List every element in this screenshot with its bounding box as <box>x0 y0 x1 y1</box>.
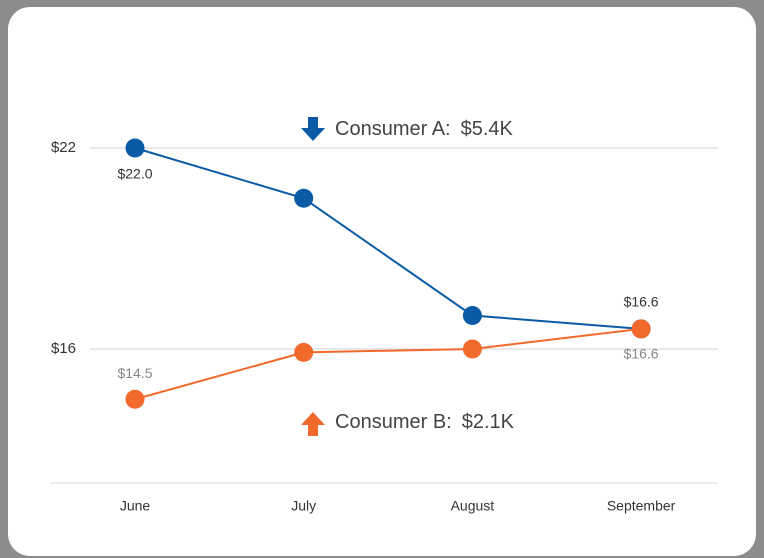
y-tick-label: $22 <box>51 139 76 156</box>
annotation-value: $2.1K <box>462 411 515 433</box>
arrow-icon <box>301 412 325 436</box>
annotation-label: Consumer A: <box>335 118 451 140</box>
point <box>125 138 145 158</box>
x-tick-label: September <box>607 498 676 514</box>
y-tick-label: $16 <box>51 340 76 357</box>
data-label: $16.6 <box>624 294 659 310</box>
data-label: $14.5 <box>117 365 152 381</box>
data-label: $22.0 <box>117 166 152 182</box>
data-label: $16.6 <box>624 346 659 362</box>
x-tick-label: July <box>291 498 316 514</box>
point <box>294 188 314 208</box>
point <box>631 319 651 339</box>
annotation-value: $5.4K <box>461 118 514 140</box>
point <box>462 306 482 325</box>
point <box>294 342 314 362</box>
point <box>462 339 482 359</box>
annotation-label: Consumer B: <box>335 411 452 433</box>
annotation: Consumer B: $2.1K <box>335 411 515 433</box>
x-tick-label: August <box>451 498 495 514</box>
line <box>134 147 642 330</box>
annotation: Consumer A: $5.4K <box>335 118 514 140</box>
arrow-icon <box>301 117 325 141</box>
x-tick-label: June <box>120 498 151 514</box>
point <box>125 389 145 409</box>
card <box>8 7 756 556</box>
line <box>134 327 642 401</box>
